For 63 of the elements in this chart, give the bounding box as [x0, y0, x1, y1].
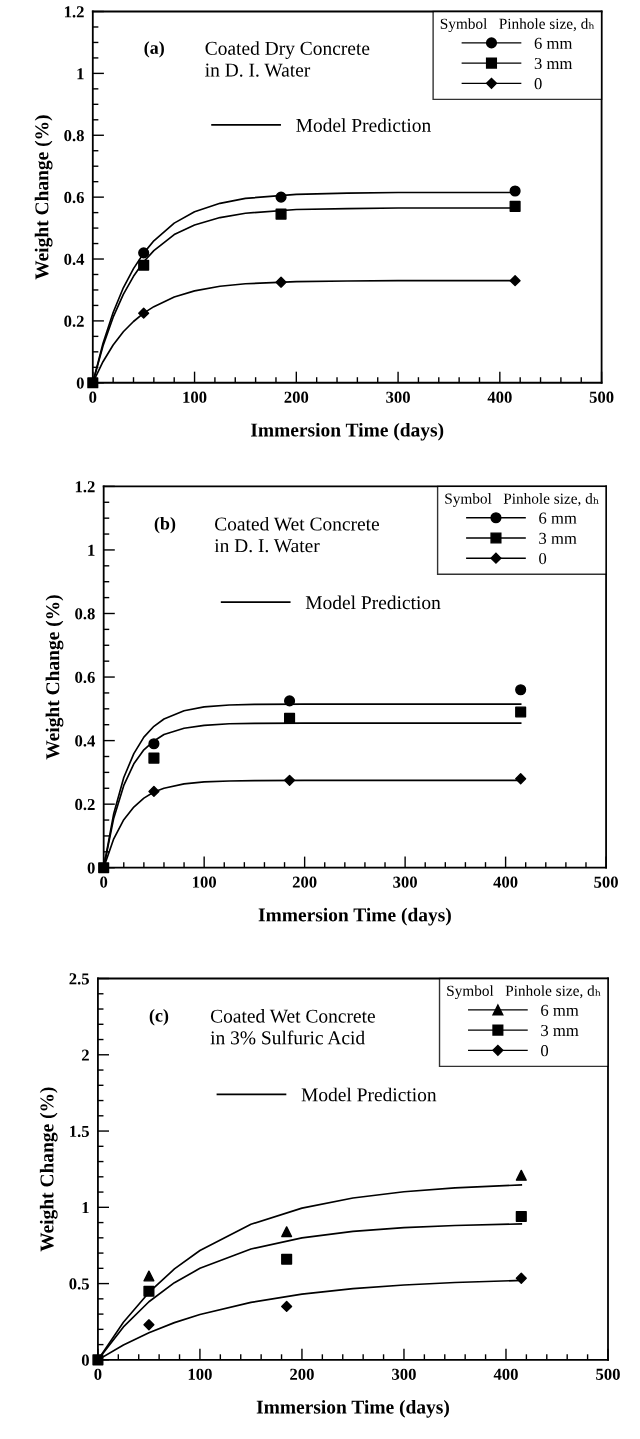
y-tick-label: 1 — [77, 68, 84, 80]
annotation: Coated Wet Concrete in D. I. Water — [214, 516, 380, 553]
legend-label: 3 mm — [541, 1024, 579, 1037]
y-tick-label: 0.2 — [75, 798, 95, 811]
y-axis-title: Weight Change (%) — [45, 595, 64, 760]
legend-label: 0 — [541, 1045, 549, 1057]
annotation: (a) — [144, 41, 164, 58]
x-tick-label: 100 — [188, 1368, 212, 1380]
x-axis-title: Immersion Time (days) — [250, 422, 444, 441]
x-tick-label: 400 — [493, 1368, 518, 1380]
y-tick-label: 0.2 — [64, 315, 84, 327]
y-tick-label: 2.5 — [69, 973, 89, 985]
legend-label: 0 — [534, 78, 542, 90]
legend-label: 6 mm — [534, 37, 573, 49]
y-tick-label: 0 — [81, 1354, 89, 1366]
y-tick-label: 0 — [87, 862, 95, 874]
y-tick-label: 1 — [82, 1202, 89, 1214]
legend-label: 6 mm — [539, 512, 577, 524]
x-tick-label: 100 — [193, 876, 217, 888]
y-tick-label: 0.6 — [64, 191, 84, 204]
x-tick-label: 500 — [596, 1368, 620, 1380]
y-tick-label: 0.5 — [69, 1278, 89, 1290]
y-axis-title: Weight Change (%) — [39, 1087, 58, 1252]
x-tick-label: 400 — [487, 391, 512, 403]
legend-label: 6 mm — [541, 1004, 579, 1016]
y-tick-label: 0.8 — [75, 608, 95, 620]
legend-label: Model Prediction — [301, 1087, 437, 1102]
y-tick-label: 1.2 — [75, 481, 95, 493]
x-axis-title: Immersion Time (days) — [258, 907, 451, 926]
y-tick-label: 0.4 — [75, 735, 96, 747]
legend-label: Model Prediction — [305, 595, 441, 610]
x-tick-label: 100 — [183, 391, 207, 403]
legend-label: 3 mm — [539, 532, 577, 544]
y-axis-title: Weight Change (%) — [34, 115, 53, 280]
y-tick-label: 1.2 — [64, 6, 84, 18]
legend-label: 0 — [539, 552, 547, 565]
annotation: (c) — [149, 1009, 169, 1026]
x-tick-label: 200 — [290, 1368, 314, 1380]
x-tick-label: 500 — [594, 876, 618, 888]
x-tick-label: 200 — [292, 876, 317, 888]
x-axis-title: Immersion Time (days) — [256, 1399, 449, 1418]
y-tick-label: 0.8 — [64, 129, 84, 142]
x-tick-label: 300 — [386, 391, 410, 403]
legend-label: Model Prediction — [296, 118, 431, 132]
annotation: Coated Wet Concrete in 3% Sulfuric Acid — [210, 1009, 375, 1045]
x-tick-label: 300 — [392, 1368, 416, 1380]
y-tick-label: 0.4 — [64, 253, 85, 266]
x-tick-label: 500 — [589, 391, 614, 403]
y-tick-label: 0.6 — [75, 671, 95, 684]
y-tick-label: 1 — [88, 544, 95, 556]
x-tick-label: 200 — [284, 391, 309, 403]
y-tick-label: 2 — [81, 1049, 89, 1061]
y-tick-label: 0 — [76, 377, 84, 389]
legend-title: Symbol Pinhole size, dₕ — [447, 985, 601, 1000]
legend-label: 3 mm — [534, 57, 573, 70]
legend-title: Symbol Pinhole size, dₕ — [445, 493, 599, 507]
annotation: Coated Dry Concrete in D. I. Water — [205, 41, 370, 77]
y-tick-label: 1.5 — [70, 1125, 89, 1138]
legend-title: Symbol Pinhole size, dₕ — [440, 18, 595, 33]
annotation: (b) — [154, 516, 176, 534]
x-tick-label: 300 — [393, 876, 417, 888]
x-tick-label: 0 — [100, 876, 108, 888]
x-tick-label: 400 — [493, 876, 518, 888]
